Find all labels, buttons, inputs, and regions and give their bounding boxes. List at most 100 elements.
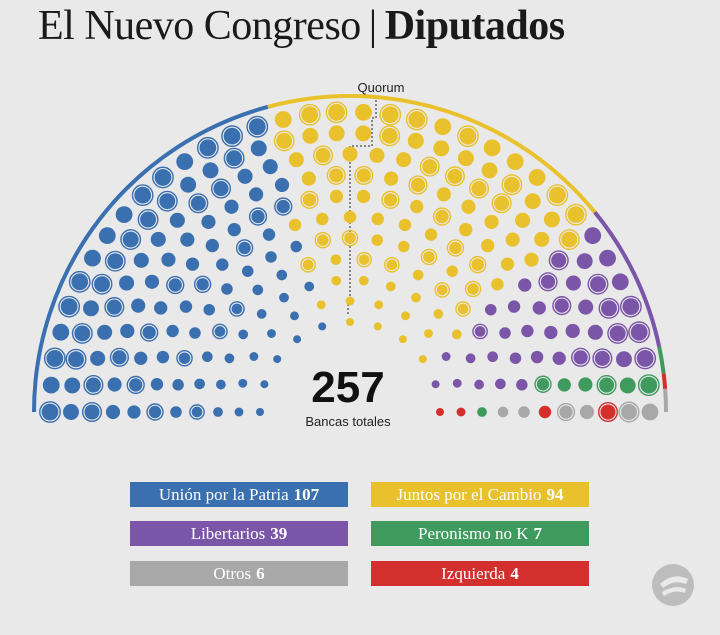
- seat-dot: [509, 352, 522, 364]
- legend-count: 107: [293, 484, 320, 504]
- seat-dot-ring: [618, 401, 640, 423]
- seat-dot: [431, 380, 440, 389]
- seat-dot: [424, 228, 438, 241]
- seat-dot: [302, 259, 314, 271]
- hemicycle-chart: Quorum 257 Bancas totales: [32, 80, 668, 429]
- seat-dot: [159, 193, 176, 210]
- seat-dot: [223, 127, 241, 145]
- seat-dot-ring: [221, 125, 243, 148]
- seat-dot: [528, 169, 546, 186]
- seat-dot: [447, 168, 463, 184]
- seat-dot: [115, 206, 133, 224]
- seat-dot: [373, 322, 382, 331]
- seat-dot: [630, 323, 648, 341]
- seat-dot-ring: [457, 125, 479, 148]
- title-bold: Diputados: [384, 3, 565, 49]
- seat-dot: [315, 147, 331, 163]
- seat-dot: [330, 254, 342, 265]
- seat-dot: [178, 352, 191, 364]
- seat-dot: [506, 153, 524, 171]
- seat-dot: [383, 193, 398, 207]
- legend-union-por-la-patria: Unión por la Patria 107: [130, 482, 348, 507]
- seat-dot-ring: [491, 193, 512, 214]
- seat-dot: [316, 300, 326, 310]
- seat-dot-ring: [83, 375, 104, 396]
- seat-dot-ring: [300, 190, 319, 209]
- seat-dot-ring: [607, 322, 629, 344]
- seat-dot-ring: [501, 174, 523, 196]
- seat-dot: [540, 274, 556, 289]
- seat-dot: [385, 281, 396, 292]
- seat-dot-ring: [104, 297, 125, 318]
- seat-dot: [573, 350, 588, 365]
- seat-dot: [609, 325, 626, 342]
- seat-dot-ring: [446, 239, 465, 257]
- seat-dot: [342, 146, 358, 162]
- seat-dot: [521, 324, 534, 338]
- seat-dot: [84, 404, 100, 420]
- seat-dot: [224, 199, 239, 214]
- seat-dot: [201, 214, 216, 229]
- seat-dot: [471, 181, 487, 197]
- legend-otros: Otros 6: [130, 561, 348, 586]
- seat-dot: [252, 284, 264, 296]
- legend-count: 4: [510, 563, 519, 583]
- seat-dot: [131, 298, 146, 313]
- seat-dot: [194, 378, 205, 390]
- seat-dot: [74, 325, 91, 342]
- seat-dot: [640, 376, 658, 394]
- seat-dot: [346, 318, 354, 326]
- seat-dot: [248, 118, 266, 136]
- seat-dot-ring: [548, 250, 569, 271]
- seat-dot: [90, 350, 106, 366]
- seat-dot-ring: [379, 125, 401, 147]
- seat-dot-ring: [196, 136, 219, 159]
- seat-dot: [329, 189, 344, 204]
- party-arc: [32, 104, 269, 413]
- seat-dot-ring: [637, 374, 660, 397]
- seat-dot-ring: [598, 297, 620, 319]
- legend-label: Juntos por el Cambio: [396, 484, 542, 504]
- seat-dot: [202, 162, 219, 179]
- seat-dot: [622, 298, 640, 315]
- seat-dot: [302, 193, 317, 207]
- seat-dot: [436, 284, 448, 296]
- seat-dot-ring: [298, 103, 321, 126]
- seat-dot: [134, 186, 152, 204]
- seat-dot-ring: [444, 166, 465, 187]
- seat-dot: [199, 139, 217, 157]
- seat-dot: [436, 408, 444, 416]
- seat-dot: [412, 269, 424, 281]
- party-arc: [661, 373, 668, 389]
- seat-dot-ring: [556, 402, 576, 422]
- seat-dot: [227, 222, 241, 237]
- seat-dot: [494, 195, 510, 211]
- seat-dot: [532, 301, 546, 315]
- seat-dot: [238, 329, 249, 340]
- seat-dot: [154, 301, 168, 315]
- seat-dot: [129, 378, 143, 392]
- title-main: El Nuevo Congreso: [38, 3, 361, 49]
- seat-dot-ring: [628, 321, 651, 344]
- seat-dot: [548, 186, 566, 204]
- seat-dot-ring: [131, 184, 154, 207]
- seat-dot: [483, 139, 501, 157]
- seat-dot: [465, 353, 476, 364]
- seat-dot: [459, 222, 473, 237]
- clarin-logo-icon: [652, 564, 694, 606]
- seat-dot: [205, 238, 219, 253]
- seat-dot-ring: [341, 229, 359, 247]
- seat-dot: [477, 407, 487, 417]
- seat-dot: [142, 325, 156, 340]
- seat-dot: [410, 199, 424, 214]
- seat-dot: [536, 378, 550, 391]
- seat-dot: [418, 355, 427, 364]
- seat-dot: [344, 232, 356, 244]
- seat-dot-ring: [552, 296, 572, 316]
- seat-dot: [107, 253, 124, 270]
- seat-dot: [507, 300, 521, 313]
- seat-dot: [505, 232, 520, 247]
- legend-label: Peronismo no K: [418, 523, 529, 543]
- seat-dot: [565, 275, 581, 291]
- seat-dot: [328, 103, 345, 121]
